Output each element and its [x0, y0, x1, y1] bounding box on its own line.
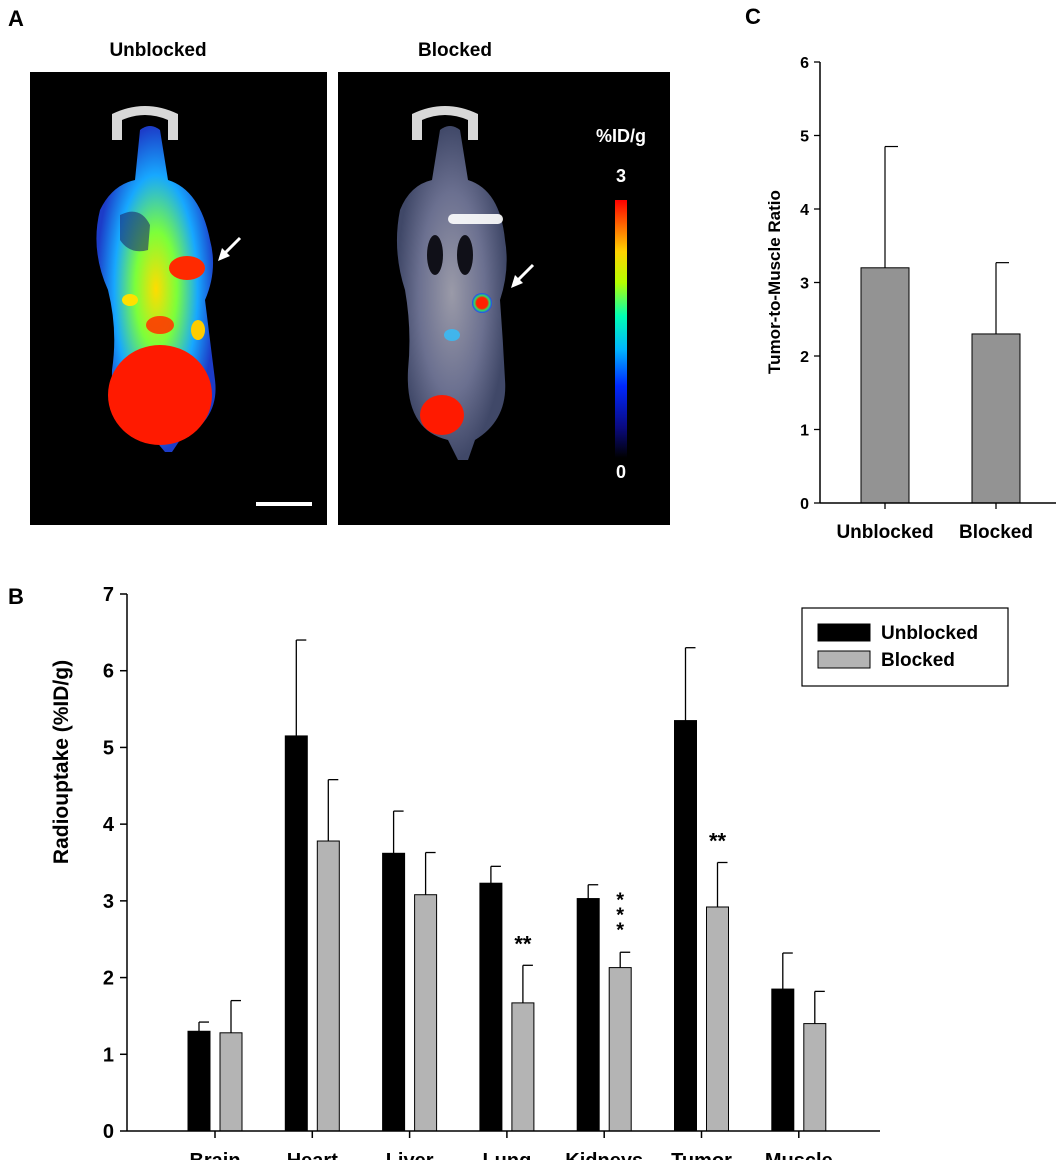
bar-tumor-blocked: [706, 906, 729, 1132]
bar-liver-blocked: [414, 894, 438, 1132]
bar-lung-blocked: [511, 1002, 535, 1132]
legend-swatch-blocked: [817, 650, 871, 669]
chart-b-y-tick-label: 5: [103, 737, 114, 759]
chart-c-y-tick-label: 5: [800, 129, 809, 146]
chart-b-y-tick-label: 3: [103, 891, 114, 913]
chart-b-y-tick-label: 0: [103, 1121, 114, 1143]
colorbar-min-label: 0: [616, 462, 626, 482]
chart-c-y-axis-title: Tumor-to-Muscle Ratio: [765, 190, 784, 374]
chart-b: Radiouptake (%ID/g) 0 1 2 3 4 5 6 7 Brain Heart L…: [50, 584, 1009, 1160]
chart-b-category-label-kidneys: Kidneys: [565, 1150, 643, 1160]
colorbar: [615, 200, 627, 458]
chart-c-category-label-unblocked: Unblocked: [836, 522, 933, 543]
chart-b-category-label-muscle: Muscle: [765, 1150, 833, 1160]
chart-b-category-label-liver: Liver: [386, 1150, 434, 1160]
significance-marker-lung: **: [514, 931, 532, 956]
panel-label-b: B: [8, 584, 24, 609]
chart-b-y-tick-label: 1: [103, 1044, 114, 1066]
bar-liver-unblocked: [382, 852, 406, 1132]
pet-image-unblocked: [30, 72, 327, 525]
chart-c-category-label-blocked: Blocked: [959, 522, 1033, 543]
chart-c-y-tick-label: 0: [800, 496, 809, 513]
bar-brain-blocked: [219, 1032, 243, 1132]
chart-b-category-label-lung: Lung: [482, 1150, 531, 1160]
chart-b-legend: Unblocked Blocked: [801, 607, 1009, 687]
chart-c-y-tick-label: 2: [800, 349, 809, 366]
chart-b-y-tick-label: 2: [103, 968, 114, 990]
chart-b-category-label-heart: Heart: [287, 1150, 338, 1160]
ratio-bar-blocked: [971, 333, 1021, 504]
significance-marker-kidneys: * * *: [616, 889, 624, 941]
legend-label-unblocked: Unblocked: [881, 623, 978, 644]
bar-muscle-blocked: [803, 1023, 827, 1132]
colorbar-max-label: 3: [616, 166, 626, 186]
chart-b-y-axis-title: Radiouptake (%ID/g): [50, 660, 73, 864]
bar-heart-blocked: [316, 840, 340, 1132]
chart-b-y-tick-label: 6: [103, 661, 114, 683]
legend-label-blocked: Blocked: [881, 650, 955, 671]
bar-kidneys-unblocked: [576, 898, 600, 1132]
chart-b-y-tick-label: 7: [103, 584, 114, 606]
bar-lung-unblocked: [479, 882, 503, 1132]
chart-c-y-tick-label: 6: [800, 55, 809, 72]
panel-label-a: A: [8, 6, 24, 31]
chart-c: Tumor-to-Muscle Ratio 0 1 2 3 4 5 6 Unblocked B…: [765, 55, 1056, 543]
bar-heart-unblocked: [284, 735, 308, 1132]
chart-c-y-tick-label: 4: [800, 202, 809, 219]
colorbar-unit: %ID/g: [596, 126, 646, 146]
chart-b-category-label-tumor: Tumor: [671, 1150, 732, 1160]
chart-c-y-tick-label: 1: [800, 423, 809, 440]
pet-title-unblocked: Unblocked: [109, 40, 206, 61]
bar-kidneys-blocked: [608, 967, 632, 1132]
legend-swatch-unblocked: [817, 623, 871, 642]
chart-c-y-tick-label: 3: [800, 276, 809, 293]
pet-image-blocked: %ID/g 3 0: [338, 72, 670, 525]
pet-title-blocked: Blocked: [418, 40, 492, 61]
chart-b-y-tick-label: 4: [103, 814, 115, 836]
panel-label-c: C: [745, 4, 761, 29]
significance-marker-tumor: **: [709, 829, 727, 854]
chart-b-category-label-brain: Brain: [189, 1150, 240, 1160]
bar-tumor-unblocked: [674, 720, 697, 1132]
ratio-bar-unblocked: [860, 267, 910, 504]
bar-muscle-unblocked: [771, 988, 795, 1132]
bar-brain-unblocked: [187, 1030, 211, 1132]
